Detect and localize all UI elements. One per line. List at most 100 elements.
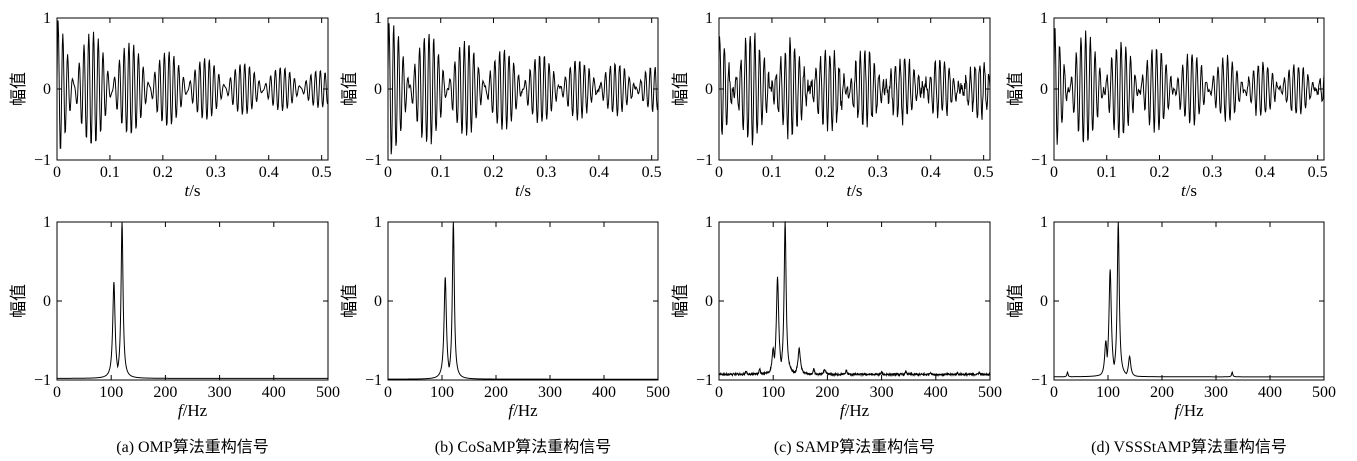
series-line (718, 32, 991, 146)
x-tick-label: 0 (1050, 384, 1058, 401)
x-axis-unit: /Hz (845, 401, 870, 420)
x-tick-label: 0.3 (536, 164, 556, 181)
x-tick-label: 300 (1204, 384, 1228, 401)
y-tick-label: −1 (1031, 372, 1048, 389)
x-axis-unit: /s (1186, 181, 1197, 200)
x-axis-label: t/s (515, 181, 531, 200)
x-axis-unit: /Hz (1179, 401, 1204, 420)
x-axis-unit: /s (520, 181, 531, 200)
y-tick-label: 1 (705, 10, 713, 27)
y-tick-label: 0 (43, 293, 51, 310)
x-tick-label: 0.2 (483, 164, 503, 181)
plot-frame (387, 221, 659, 381)
y-axis-label: 幅值 (1006, 72, 1025, 106)
y-axis-label: 幅值 (671, 72, 690, 106)
x-axis-variable: f (508, 401, 515, 420)
x-tick-label: 0.5 (974, 164, 994, 181)
x-tick-label: 100 (99, 384, 123, 401)
x-tick-label: 0.3 (206, 164, 226, 181)
subfigure-caption: (a) OMP算法重构信号 (116, 437, 268, 456)
x-tick-label: 500 (316, 384, 340, 401)
x-axis-label: f/Hz (508, 401, 538, 420)
x-axis-label: t/s (1181, 181, 1197, 200)
y-tick-label: 0 (374, 81, 382, 98)
x-tick-label: 400 (592, 384, 616, 401)
subfigure-caption: (d) VSSStAMP算法重构信号 (1091, 437, 1287, 456)
x-axis-label: f/Hz (840, 401, 870, 420)
y-tick-label: −1 (1031, 152, 1048, 169)
subfigure-caption: (b) CoSaMP算法重构信号 (435, 437, 611, 456)
y-tick-label: −1 (365, 152, 382, 169)
x-tick-label: 0.4 (589, 164, 609, 181)
x-tick-label: 0.4 (259, 164, 279, 181)
x-tick-label: 200 (815, 384, 839, 401)
x-tick-label: 400 (262, 384, 286, 401)
series-line (57, 221, 328, 379)
x-tick-label: 0 (715, 384, 723, 401)
y-tick-label: −1 (365, 372, 382, 389)
x-tick-label: 500 (646, 384, 670, 401)
x-tick-label: 0.1 (762, 164, 782, 181)
x-tick-label: 0.2 (1149, 164, 1169, 181)
y-tick-label: 0 (705, 81, 713, 98)
x-tick-label: 0 (384, 384, 392, 401)
y-tick-label: 1 (43, 10, 51, 27)
y-axis-label: 幅值 (340, 72, 359, 106)
plot-frame (56, 17, 329, 161)
y-axis-label: 幅值 (1006, 284, 1025, 318)
x-tick-label: 0.1 (1097, 164, 1117, 181)
series-line (718, 221, 991, 378)
x-tick-label: 200 (484, 384, 508, 401)
x-tick-label: 100 (430, 384, 454, 401)
y-tick-label: 1 (374, 214, 382, 231)
x-tick-label: 0 (53, 384, 61, 401)
x-tick-label: 200 (153, 384, 177, 401)
x-tick-label: 0.5 (312, 164, 332, 181)
series-line (56, 20, 329, 149)
y-tick-label: 1 (705, 214, 713, 231)
y-tick-label: 1 (1040, 10, 1048, 27)
y-tick-label: −1 (696, 372, 713, 389)
series-line (1054, 221, 1324, 378)
x-axis-label: f/Hz (1174, 401, 1204, 420)
y-tick-label: 1 (43, 214, 51, 231)
x-tick-label: 0.1 (100, 164, 120, 181)
x-tick-label: 400 (1258, 384, 1282, 401)
y-tick-label: 1 (374, 10, 382, 27)
plot-frame (1053, 221, 1325, 381)
y-tick-label: 0 (374, 293, 382, 310)
x-tick-label: 0 (384, 164, 392, 181)
x-tick-label: 0 (1050, 164, 1058, 181)
y-tick-label: 0 (43, 81, 51, 98)
y-tick-label: 0 (705, 293, 713, 310)
y-tick-label: 1 (1040, 214, 1048, 231)
x-tick-label: 0.3 (868, 164, 888, 181)
x-tick-label: 0 (715, 164, 723, 181)
y-tick-label: −1 (34, 372, 51, 389)
x-tick-label: 0.5 (642, 164, 662, 181)
y-tick-label: 0 (1040, 81, 1048, 98)
x-tick-label: 0.3 (1202, 164, 1222, 181)
plot-frame (56, 221, 329, 381)
x-tick-label: 0.4 (921, 164, 941, 181)
x-tick-label: 0.1 (431, 164, 451, 181)
x-tick-label: 100 (761, 384, 785, 401)
x-axis-unit: /s (851, 181, 862, 200)
x-tick-label: 0.5 (1308, 164, 1328, 181)
y-axis-label: 幅值 (340, 284, 359, 318)
x-axis-variable: f (178, 401, 185, 420)
x-axis-variable: f (1174, 401, 1181, 420)
series-line (387, 23, 659, 155)
x-tick-label: 300 (538, 384, 562, 401)
x-axis-variable: f (840, 401, 847, 420)
x-axis-label: t/s (184, 181, 200, 200)
y-tick-label: −1 (696, 152, 713, 169)
series-line (388, 221, 658, 380)
